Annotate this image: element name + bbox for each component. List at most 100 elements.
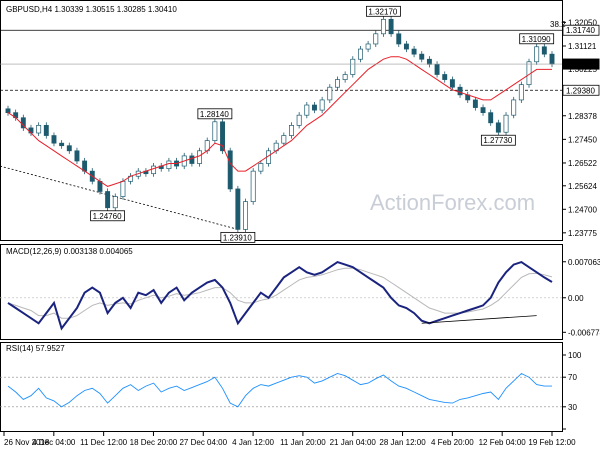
candle-body	[296, 114, 302, 126]
x-tick-label: 4 Dec 04:00	[32, 438, 76, 447]
candle-body	[442, 74, 448, 80]
candle-body	[74, 150, 80, 162]
candle-body	[166, 160, 172, 169]
macd-y-tick-label: -0.006774	[568, 328, 600, 337]
candle-body	[457, 86, 463, 96]
candle-body	[380, 18, 386, 35]
candle-body	[112, 196, 118, 209]
candle-body	[472, 99, 478, 108]
rsi-y-tick-label: 100	[568, 351, 582, 360]
price-annotations: 1.32170 1.31090 1.28140 1.27730 1.24760 1.239…	[90, 5, 555, 243]
candle-body	[66, 145, 72, 152]
downtrend-line-segment	[0, 165, 238, 230]
candle-body	[357, 48, 363, 60]
candle-body	[151, 165, 157, 175]
macd-y-tick-label: 0.007063	[568, 258, 600, 267]
candle-body	[197, 150, 203, 164]
price-annotation-label: 1.27730	[483, 136, 512, 145]
candle-body	[5, 108, 11, 113]
price-annotation-box	[90, 210, 126, 222]
candle-body	[541, 46, 547, 55]
current-price-label: 1.30410	[566, 60, 595, 69]
candle-body	[411, 48, 417, 55]
downtrend-line	[0, 165, 238, 230]
candle-body	[503, 114, 509, 133]
candle-body	[243, 201, 248, 230]
rsi-lines	[7, 372, 552, 408]
candle-body	[449, 79, 455, 88]
macd-lines	[7, 260, 553, 331]
rsi-path	[7, 372, 552, 408]
price-y-tick-label: 1.31121	[568, 42, 597, 51]
candle-body	[342, 74, 348, 80]
candle-body	[250, 170, 256, 203]
candle-body	[434, 63, 440, 75]
candle-body	[350, 58, 356, 75]
candle-body	[319, 99, 325, 111]
macd-trendline	[421, 315, 537, 324]
price-pane-frame	[0, 0, 563, 241]
candle-body	[59, 142, 65, 147]
candle-body	[373, 33, 379, 45]
candle-body	[43, 125, 49, 136]
price-y-tick-label: 1.25624	[568, 182, 597, 191]
rsi-header: RSI(14) 57.9527	[6, 344, 65, 353]
x-tick-label: 26 Nov 2018	[4, 438, 50, 447]
candle-body	[105, 191, 111, 209]
x-tick-label: 11 Dec 12:00	[80, 438, 128, 447]
price-annotation-label: 1.23910	[223, 233, 252, 242]
candle-body	[36, 125, 42, 134]
macd-y-axis: 0.007063 0.00 -0.006774	[0, 258, 600, 337]
ema-path	[7, 56, 552, 187]
candle-body	[396, 33, 402, 45]
candle-body	[212, 121, 218, 141]
candle-body	[327, 86, 333, 101]
price-y-tick-label: 1.28378	[568, 112, 597, 121]
price-annotation-box	[366, 5, 401, 17]
price-annotation-box	[220, 231, 256, 243]
price-annotation-box	[519, 33, 555, 45]
candle-body	[289, 125, 294, 136]
macd-pane-frame	[0, 244, 563, 340]
price-levels: 1.31740 1.29380 38.2	[0, 20, 600, 96]
candle-body	[120, 180, 126, 197]
candle-body	[403, 43, 409, 50]
candle-body	[304, 104, 310, 116]
level-tag-box	[562, 84, 600, 96]
rsi-pane-frame	[0, 342, 563, 432]
current-price-tag: 1.30410	[0, 58, 600, 70]
level-tag-label: 1.29380	[566, 86, 595, 95]
candle-body	[480, 107, 486, 113]
price-annotation-box	[197, 108, 233, 120]
macd-y-tick-label: 0.00	[568, 294, 584, 303]
rsi-y-axis: 100 70 30	[0, 351, 582, 430]
price-y-tick-label: 1.24700	[568, 205, 597, 214]
level-tag-label: 1.31740	[566, 26, 595, 35]
price-annotation-label: 1.32170	[368, 7, 397, 16]
x-tick-label: 11 Jan 20:00	[280, 438, 326, 447]
x-tick-label: 27 Dec 04:00	[179, 438, 227, 447]
price-header: GBPUSD,H4 1.30339 1.30515 1.30285 1.3041…	[6, 5, 177, 14]
price-y-tick-label: 1.27450	[568, 135, 597, 144]
x-tick-label: 12 Feb 04:00	[479, 438, 527, 447]
candle-body	[549, 53, 555, 65]
ema-line	[7, 56, 552, 187]
candle-body	[488, 112, 494, 124]
x-tick-label: 19 Feb 12:00	[528, 438, 576, 447]
candle-body	[335, 79, 340, 88]
candle-body	[511, 99, 517, 116]
x-tick-label: 21 Jan 04:00	[330, 438, 377, 447]
rsi-y-tick-label: 70	[568, 373, 577, 382]
candle-body	[388, 18, 394, 35]
x-tick-label: 4 Feb 20:00	[431, 438, 474, 447]
candle-body	[365, 43, 371, 50]
candle-body	[51, 135, 57, 144]
candle-body	[419, 53, 425, 60]
current-price-box	[562, 58, 600, 70]
macd-main-path	[7, 260, 553, 331]
rsi-y-tick-label: 30	[568, 403, 577, 412]
candle-body	[495, 122, 501, 133]
price-y-tick-label: 1.26522	[568, 159, 597, 168]
